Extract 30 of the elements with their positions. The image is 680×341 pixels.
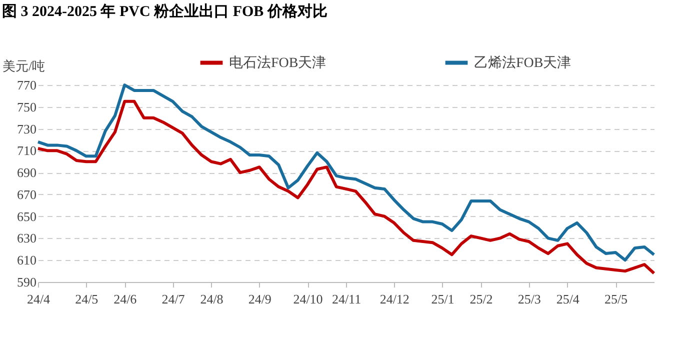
chart-title: 图 3 2024-2025 年 PVC 粉企业出口 FOB 价格对比 xyxy=(2,3,328,20)
y-tick-label: 610 xyxy=(17,252,36,268)
x-tick-label: 24/12 xyxy=(380,292,410,306)
y-tick-label: 630 xyxy=(17,230,36,246)
x-tick-label: 24/7 xyxy=(162,292,186,306)
y-tick-label: 730 xyxy=(17,121,36,136)
x-tick-label: 25/4 xyxy=(556,292,580,306)
legend-label: 乙烯法FOB天津 xyxy=(474,54,572,71)
line-series xyxy=(36,100,656,275)
y-tick-label: 690 xyxy=(17,165,36,180)
x-tick-label: 25/5 xyxy=(604,292,628,306)
x-tick-label: 25/1 xyxy=(431,292,454,306)
x-tick-label: 24/4 xyxy=(26,292,51,306)
x-tick-label: 24/8 xyxy=(200,292,224,306)
y-tick-label: 650 xyxy=(17,208,36,224)
x-tick-label: 25/2 xyxy=(470,292,493,306)
x-tick-label: 24/11 xyxy=(332,292,362,306)
y-tick-label: 710 xyxy=(17,143,36,158)
x-tick-label: 24/10 xyxy=(293,292,323,306)
y-tick-label: 770 xyxy=(17,78,36,92)
y-tick-label: 590 xyxy=(17,274,36,290)
x-tick-label: 24/6 xyxy=(114,292,138,306)
x-tick-label: 24/9 xyxy=(248,292,272,306)
y-tick-label: 670 xyxy=(17,186,36,202)
legend-label: 电石法FOB天津 xyxy=(229,54,326,71)
x-tick-label: 25/3 xyxy=(518,292,541,306)
line-series xyxy=(36,84,656,262)
y-tick-label: 750 xyxy=(17,99,36,114)
x-tick-label: 24/5 xyxy=(75,292,98,306)
y-axis-title: 美元/吨 xyxy=(2,58,46,74)
